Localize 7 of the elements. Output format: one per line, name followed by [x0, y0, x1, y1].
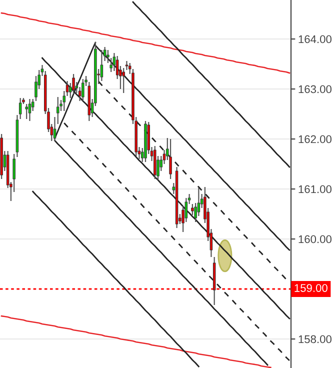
- y-tick-label: 158.00: [298, 335, 332, 344]
- y-tick-label: 163.00: [298, 85, 332, 94]
- y-tick-label: 161.00: [298, 185, 332, 194]
- y-tick-label: 162.00: [298, 135, 332, 144]
- y-tick-label: 164.00: [298, 35, 332, 44]
- y-tick-label: 160.00: [298, 235, 332, 244]
- ref-line-label: 159.00: [294, 284, 328, 292]
